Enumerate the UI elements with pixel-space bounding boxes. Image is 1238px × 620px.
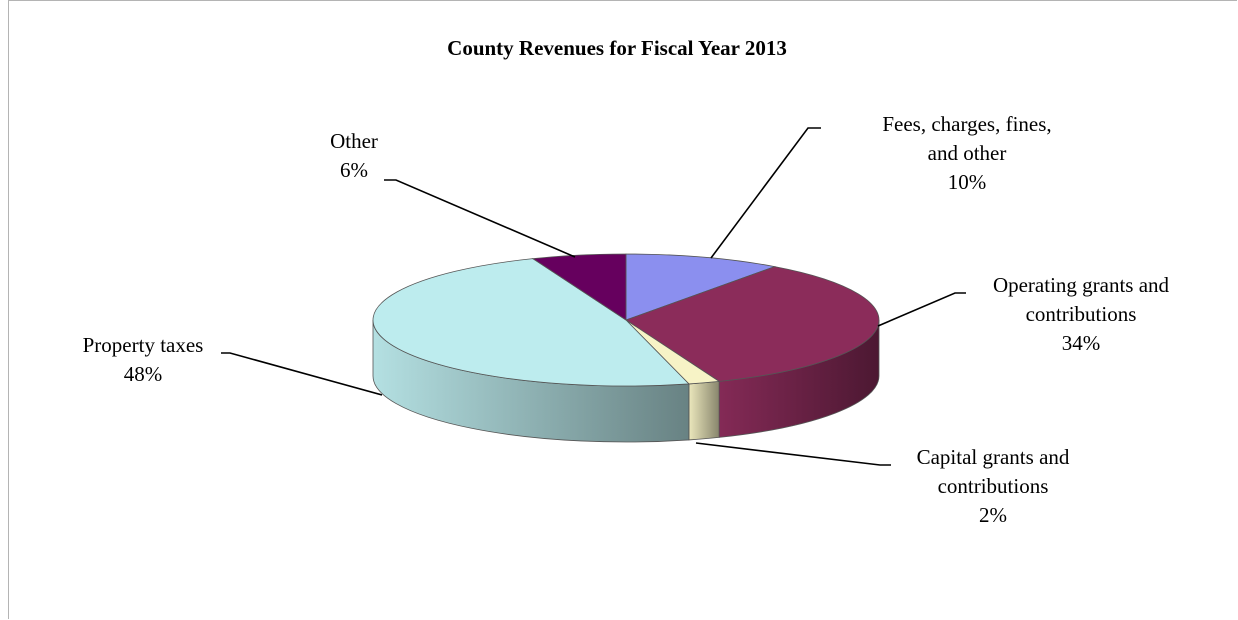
leader-line bbox=[384, 179, 576, 258]
slice-percent-label: 6% bbox=[340, 158, 368, 182]
pie-slice-side bbox=[688, 380, 720, 441]
leader-layer bbox=[221, 127, 966, 466]
slice-label: Operating grants and contributions 34% bbox=[993, 273, 1170, 355]
leader-line bbox=[221, 352, 383, 396]
slice-name-label: Fees, charges, fines, bbox=[882, 112, 1051, 136]
pie-slice bbox=[531, 253, 627, 321]
leader-line bbox=[710, 127, 821, 259]
slice-name-label: contributions bbox=[1026, 302, 1137, 326]
slice-percent-label: 48% bbox=[124, 362, 163, 386]
label-layer: Fees, charges, fines, and other 10% Operati… bbox=[83, 112, 1170, 527]
pie-slice bbox=[625, 253, 777, 321]
slice-label: Other 6% bbox=[330, 129, 378, 182]
pie-layer bbox=[372, 253, 880, 443]
leader-line bbox=[695, 442, 891, 466]
leader-line bbox=[877, 292, 966, 327]
slice-percent-label: 10% bbox=[948, 170, 987, 194]
slice-name-label: contributions bbox=[938, 474, 1049, 498]
pie-slice bbox=[625, 266, 880, 382]
slice-name-label: and other bbox=[928, 141, 1007, 165]
slice-label: Capital grants and contributions 2% bbox=[917, 445, 1070, 527]
slice-name-label: Operating grants and bbox=[993, 273, 1170, 297]
slice-name-label: Other bbox=[330, 129, 378, 153]
slice-label: Fees, charges, fines, and other 10% bbox=[882, 112, 1051, 194]
chart-frame bbox=[8, 0, 1237, 619]
slice-name-label: Property taxes bbox=[83, 333, 204, 357]
slice-name-label: Capital grants and bbox=[917, 445, 1070, 469]
slice-percent-label: 2% bbox=[979, 503, 1007, 527]
slice-percent-label: 34% bbox=[1062, 331, 1101, 355]
pie-slice bbox=[372, 258, 690, 387]
slice-label: Property taxes 48% bbox=[83, 333, 204, 386]
chart-title: County Revenues for Fiscal Year 2013 bbox=[447, 36, 787, 60]
